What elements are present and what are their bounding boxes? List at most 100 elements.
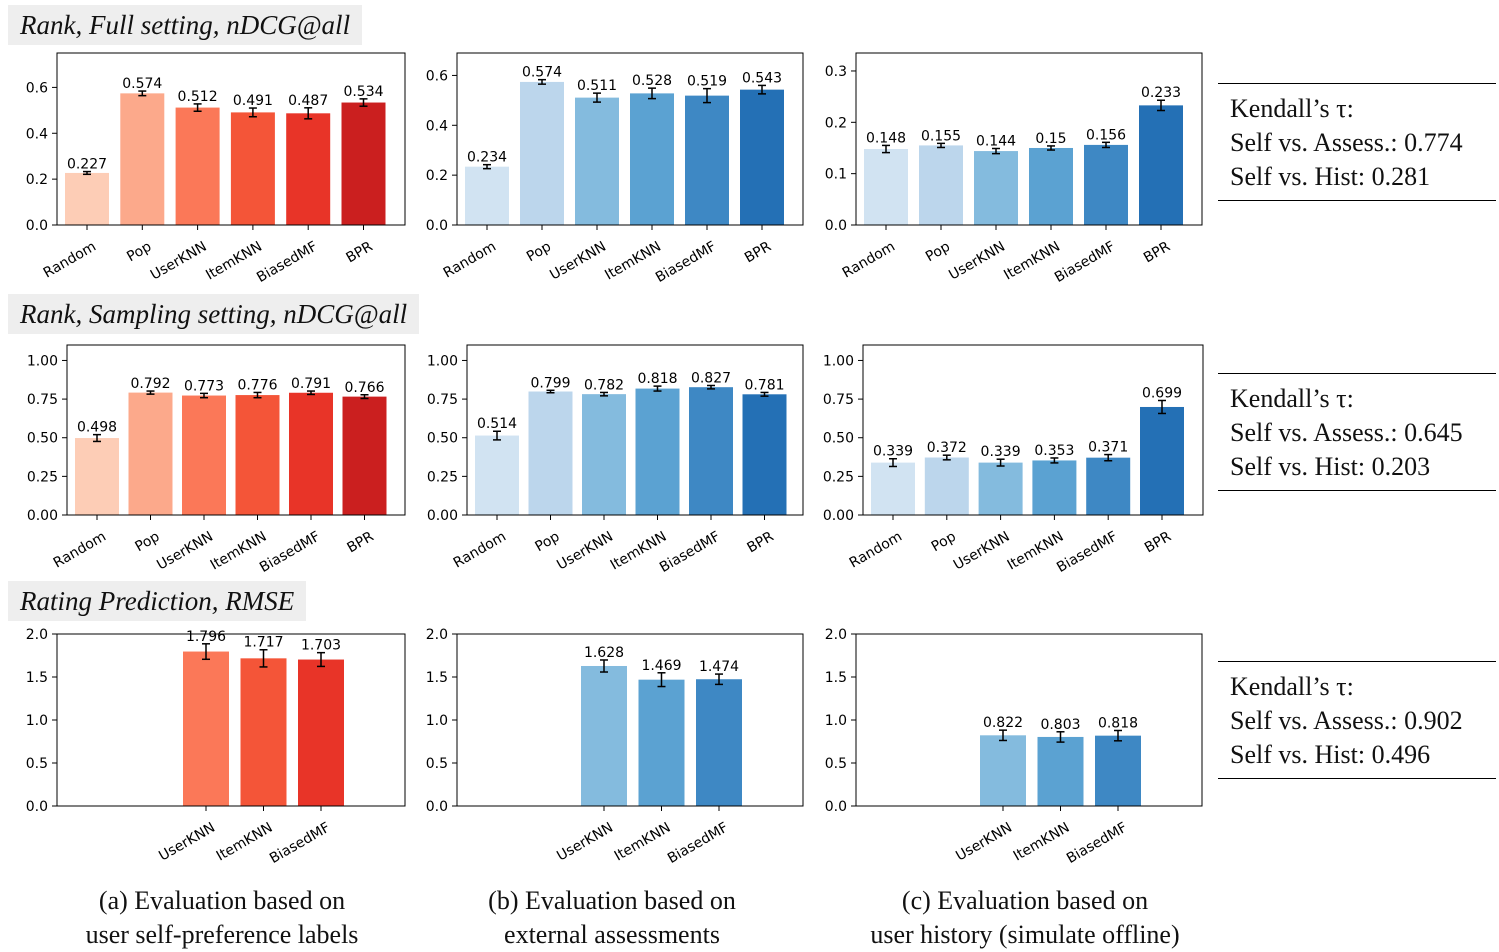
x-tick-label: Pop xyxy=(124,239,154,266)
x-tick-label: ItemKNN xyxy=(602,239,664,284)
bar xyxy=(240,658,287,806)
y-tick-label: 0.50 xyxy=(823,431,854,447)
error-bar xyxy=(1158,399,1166,415)
error-bar xyxy=(707,384,715,390)
y-tick-label: 1.0 xyxy=(825,713,847,729)
y-tick-label: 1.0 xyxy=(426,713,448,729)
x-tick-label: ItemKNN xyxy=(608,529,670,574)
x-tick-label: Random xyxy=(840,239,898,282)
caption-line2: external assessments xyxy=(504,920,720,949)
caption-line1: (a) Evaluation based on xyxy=(98,886,346,915)
error-bar xyxy=(999,729,1007,742)
data-label: 1.469 xyxy=(641,658,681,674)
error-bar xyxy=(653,385,662,392)
x-tick-label: UserKNN xyxy=(554,529,616,574)
y-tick-label: 0.75 xyxy=(27,392,58,408)
error-bar xyxy=(600,659,608,673)
data-label: 1.703 xyxy=(301,638,341,654)
x-tick-label: UserKNN xyxy=(154,529,216,574)
y-tick-label: 0.2 xyxy=(426,168,448,184)
data-label: 1.474 xyxy=(699,659,739,675)
y-tick-label: 0.5 xyxy=(825,756,847,772)
x-tick-label: Pop xyxy=(532,529,562,556)
error-bar xyxy=(942,454,951,461)
x-tick-label: Random xyxy=(441,239,499,282)
error-bar xyxy=(1104,453,1113,462)
x-tick-label: UserKNN xyxy=(148,239,210,284)
error-bar xyxy=(83,170,91,176)
x-tick-label: Pop xyxy=(132,529,162,556)
y-tick-label: 0.4 xyxy=(426,118,448,134)
bar xyxy=(978,462,1023,515)
kendall-assess: Self vs. Assess.: 0.774 xyxy=(1230,128,1463,157)
data-label: 0.371 xyxy=(1088,440,1128,456)
y-tick-label: 0.5 xyxy=(26,756,48,772)
bar xyxy=(864,149,908,225)
error-bar xyxy=(715,673,723,686)
kendall-hist: Self vs. Hist: 0.281 xyxy=(1230,162,1431,191)
kendall-box-full: Kendall’s τ: Self vs. Assess.: 0.774 Sel… xyxy=(1218,83,1496,201)
x-tick-label: Random xyxy=(451,529,509,572)
x-tick-label: Random xyxy=(847,529,905,572)
bar xyxy=(475,435,519,515)
x-tick-label: Pop xyxy=(923,239,953,266)
y-tick-label: 0.00 xyxy=(27,508,58,524)
data-label: 0.148 xyxy=(866,130,906,146)
x-tick-label: ItemKNN xyxy=(612,820,674,865)
x-tick-label: BiasedMF xyxy=(1054,529,1120,576)
error-bar xyxy=(703,87,711,104)
kendall-assess: Self vs. Assess.: 0.902 xyxy=(1230,706,1463,735)
error-bar xyxy=(600,391,608,397)
error-bar xyxy=(360,394,369,400)
error-bar xyxy=(1157,99,1165,112)
bar xyxy=(919,145,963,225)
data-label: 0.514 xyxy=(477,416,517,432)
section-title-rating: Rating Prediction, RMSE xyxy=(8,581,307,621)
error-bar xyxy=(546,389,555,394)
y-tick-label: 0.0 xyxy=(825,218,847,234)
caption-c: (c) Evaluation based on user history (si… xyxy=(825,884,1225,952)
y-tick-label: 0.75 xyxy=(427,392,458,408)
bar xyxy=(696,679,742,806)
y-tick-label: 0.50 xyxy=(427,431,458,447)
axes-frame xyxy=(855,52,1203,226)
axes-frame xyxy=(56,52,406,226)
y-tick-label: 0.0 xyxy=(26,799,48,815)
y-tick-label: 0.75 xyxy=(823,392,854,408)
bar xyxy=(182,395,226,515)
bar xyxy=(342,396,387,515)
x-tick-label: BPR xyxy=(343,238,375,266)
data-label: 0.827 xyxy=(691,370,731,386)
y-tick-label: 0.5 xyxy=(426,756,448,772)
bar xyxy=(230,112,275,225)
bar xyxy=(974,151,1018,225)
error-bar xyxy=(248,107,257,118)
data-label: 0.792 xyxy=(130,376,170,392)
x-tick-label: BPR xyxy=(744,528,776,556)
y-tick-label: 0.0 xyxy=(825,799,847,815)
data-label: 0.791 xyxy=(291,376,331,392)
data-label: 0.144 xyxy=(976,133,1016,149)
x-tick-label: ItemKNN xyxy=(1011,820,1073,865)
x-tick-label: BiasedMF xyxy=(1064,820,1130,867)
error-bar xyxy=(538,78,546,85)
data-label: 0.782 xyxy=(584,377,624,393)
y-tick-label: 0.3 xyxy=(825,64,847,80)
y-tick-label: 0.1 xyxy=(825,167,847,183)
axes-frame xyxy=(56,633,406,807)
x-tick-label: BiasedMF xyxy=(257,529,323,576)
x-tick-label: BiasedMF xyxy=(653,239,719,286)
y-tick-label: 0.00 xyxy=(823,508,854,524)
error-bar xyxy=(657,672,666,688)
x-tick-label: UserKNN xyxy=(953,820,1015,865)
caption-line2: user history (simulate offline) xyxy=(870,920,1180,949)
caption-line1: (b) Evaluation based on xyxy=(488,886,736,915)
error-bar xyxy=(304,107,313,120)
error-bar xyxy=(146,390,155,395)
data-label: 0.574 xyxy=(522,65,562,81)
data-label: 0.487 xyxy=(288,93,328,109)
y-tick-label: 0.25 xyxy=(823,469,854,485)
bar xyxy=(1095,735,1141,806)
x-tick-label: BiasedMF xyxy=(267,820,333,867)
y-tick-label: 0.00 xyxy=(427,508,458,524)
